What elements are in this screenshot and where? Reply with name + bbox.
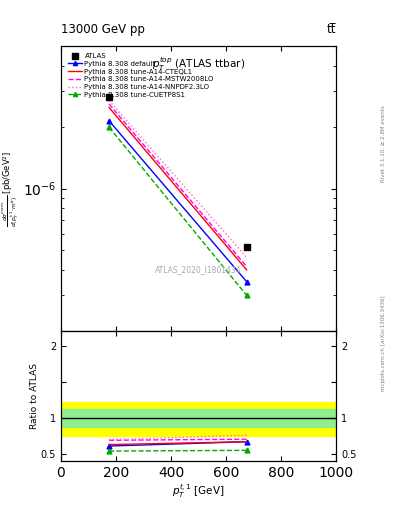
Legend: ATLAS, Pythia 8.308 default, Pythia 8.308 tune-A14-CTEQL1, Pythia 8.308 tune-A14: ATLAS, Pythia 8.308 default, Pythia 8.30… — [67, 52, 215, 98]
Text: $p_T^{top}$ (ATLAS ttbar): $p_T^{top}$ (ATLAS ttbar) — [152, 55, 245, 73]
Text: ATLAS_2020_I1801434: ATLAS_2020_I1801434 — [155, 265, 242, 274]
Text: Rivet 3.1.10, ≥ 2.8M events: Rivet 3.1.10, ≥ 2.8M events — [381, 105, 386, 182]
Text: tt̅: tt̅ — [327, 23, 336, 36]
Y-axis label: $\frac{d\sigma^{norm}}{d(p_T^{t,1}{\cdot}m^{t\bar{t}})}$ [pb/GeV$^2$]: $\frac{d\sigma^{norm}}{d(p_T^{t,1}{\cdot… — [1, 151, 21, 227]
Y-axis label: Ratio to ATLAS: Ratio to ATLAS — [30, 363, 39, 429]
Text: 13000 GeV pp: 13000 GeV pp — [61, 23, 145, 36]
Text: mcplots.cern.ch [arXiv:1306.3436]: mcplots.cern.ch [arXiv:1306.3436] — [381, 295, 386, 391]
X-axis label: $p_T^{t,1}$ [GeV]: $p_T^{t,1}$ [GeV] — [172, 482, 225, 500]
